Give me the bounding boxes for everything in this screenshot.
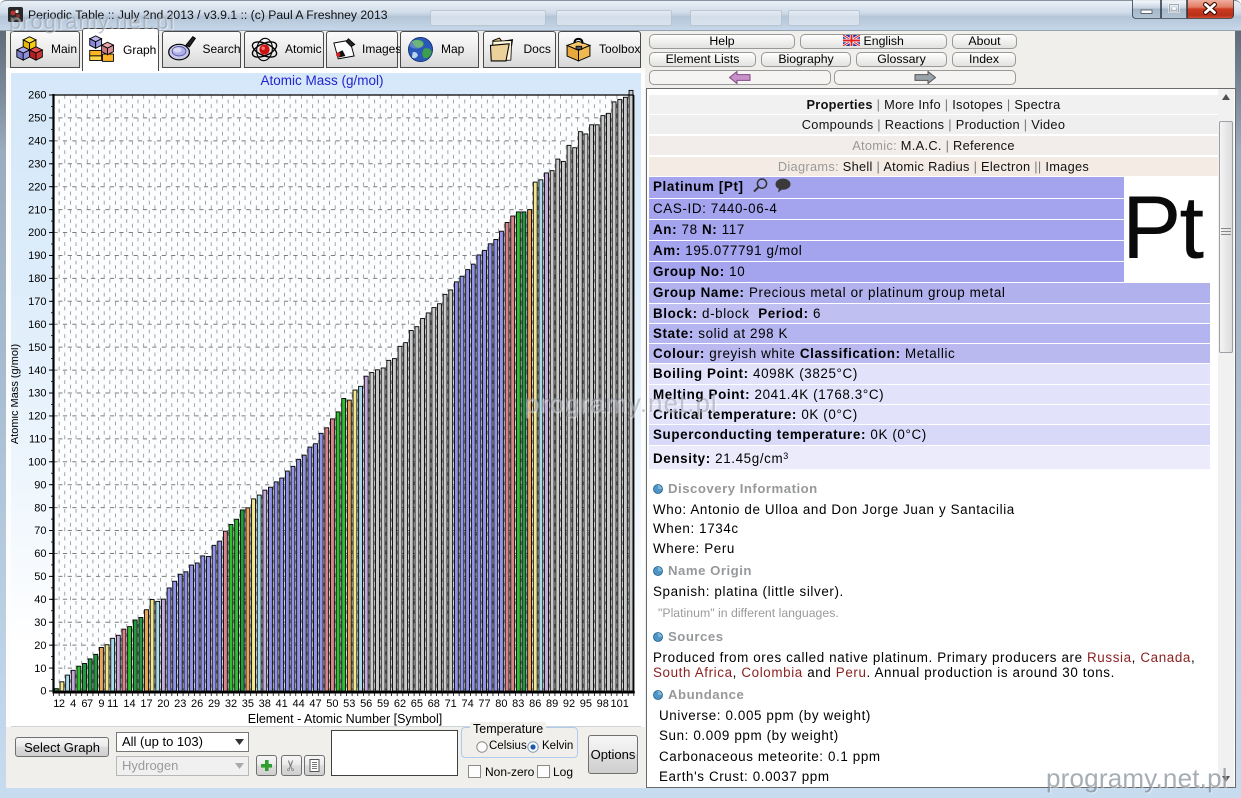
svg-text:90: 90 xyxy=(34,479,46,491)
svg-text:80: 80 xyxy=(495,698,507,710)
svg-text:101: 101 xyxy=(611,698,629,710)
svg-text:59: 59 xyxy=(377,698,389,710)
svg-text:92: 92 xyxy=(563,698,575,710)
svg-text:29: 29 xyxy=(208,698,220,710)
svg-text:40: 40 xyxy=(34,594,46,606)
svg-text:160: 160 xyxy=(28,319,46,331)
svg-text:89: 89 xyxy=(546,698,558,710)
svg-text:200: 200 xyxy=(28,227,46,239)
svg-text:56: 56 xyxy=(360,698,372,710)
svg-text:Atomic Mass (g/mol): Atomic Mass (g/mol) xyxy=(11,344,21,444)
svg-text:86: 86 xyxy=(529,698,541,710)
svg-text:210: 210 xyxy=(28,204,46,216)
svg-text:50: 50 xyxy=(326,698,338,710)
svg-text:Atomic Mass (g/mol): Atomic Mass (g/mol) xyxy=(260,73,383,88)
svg-text:50: 50 xyxy=(34,571,46,583)
svg-text:32: 32 xyxy=(225,698,237,710)
svg-text:110: 110 xyxy=(29,434,47,446)
svg-text:62: 62 xyxy=(394,698,406,710)
svg-text:20: 20 xyxy=(157,698,169,710)
svg-text:100: 100 xyxy=(28,456,46,468)
svg-text:60: 60 xyxy=(34,548,46,560)
svg-text:53: 53 xyxy=(343,698,355,710)
svg-text:14: 14 xyxy=(123,698,135,710)
svg-text:220: 220 xyxy=(28,181,46,193)
svg-text:68: 68 xyxy=(428,698,440,710)
svg-text:26: 26 xyxy=(191,698,203,710)
svg-text:230: 230 xyxy=(28,158,46,170)
svg-text:6: 6 xyxy=(81,698,87,710)
svg-text:4: 4 xyxy=(70,698,76,710)
svg-text:70: 70 xyxy=(34,525,46,537)
svg-text:120: 120 xyxy=(28,411,46,423)
svg-text:17: 17 xyxy=(140,698,152,710)
svg-text:23: 23 xyxy=(174,698,186,710)
svg-text:2: 2 xyxy=(59,698,65,710)
svg-text:38: 38 xyxy=(259,698,271,710)
svg-text:140: 140 xyxy=(28,365,46,377)
svg-text:1: 1 xyxy=(53,698,59,710)
svg-text:65: 65 xyxy=(411,698,423,710)
svg-text:150: 150 xyxy=(28,342,46,354)
svg-text:Element - Atomic Number [Symbo: Element - Atomic Number [Symbol] xyxy=(248,712,443,726)
svg-text:170: 170 xyxy=(28,296,46,308)
svg-text:20: 20 xyxy=(34,640,46,652)
svg-text:0: 0 xyxy=(40,686,46,698)
svg-text:180: 180 xyxy=(28,273,46,285)
svg-text:44: 44 xyxy=(292,698,304,710)
svg-text:35: 35 xyxy=(242,698,254,710)
svg-text:130: 130 xyxy=(28,388,46,400)
svg-text:7: 7 xyxy=(87,698,93,710)
svg-text:95: 95 xyxy=(580,698,592,710)
svg-text:260: 260 xyxy=(28,90,46,102)
svg-text:47: 47 xyxy=(309,698,321,710)
svg-text:80: 80 xyxy=(34,502,46,514)
svg-text:41: 41 xyxy=(276,698,288,710)
svg-text:77: 77 xyxy=(478,698,490,710)
svg-text:190: 190 xyxy=(28,250,46,262)
svg-text:98: 98 xyxy=(597,698,609,710)
svg-text:74: 74 xyxy=(461,698,473,710)
svg-text:83: 83 xyxy=(512,698,524,710)
svg-text:10: 10 xyxy=(34,663,46,675)
svg-text:9: 9 xyxy=(98,698,104,710)
svg-text:250: 250 xyxy=(28,113,46,125)
svg-text:71: 71 xyxy=(445,698,457,710)
svg-text:240: 240 xyxy=(28,136,46,148)
svg-text:11: 11 xyxy=(107,698,118,710)
svg-text:30: 30 xyxy=(34,617,46,629)
